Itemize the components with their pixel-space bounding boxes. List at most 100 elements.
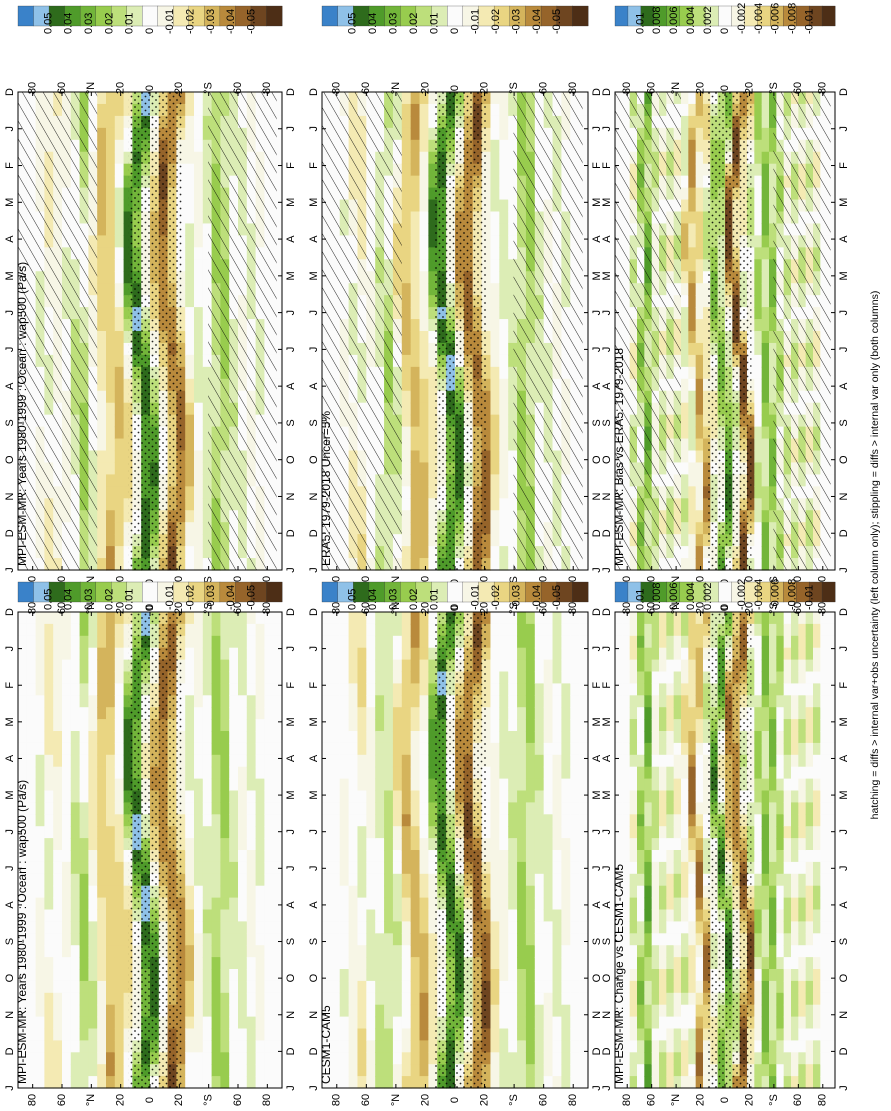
heat-cell	[106, 861, 116, 875]
heat-cell	[508, 271, 518, 284]
heat-cell	[211, 647, 221, 661]
heat-cell	[185, 271, 195, 284]
lat-tick-label: 60	[360, 82, 372, 94]
heat-cell	[428, 307, 438, 320]
heat-cell	[428, 707, 438, 720]
heat-cell	[97, 980, 107, 994]
heat-cell	[35, 885, 45, 899]
heat-cell	[88, 1016, 98, 1030]
heat-cell	[123, 319, 133, 332]
heat-cell	[255, 969, 265, 982]
heat-cell	[194, 414, 204, 428]
heat-cell	[220, 731, 230, 744]
heat-cell	[534, 612, 545, 625]
heat-cell	[273, 850, 283, 863]
heat-cell	[255, 695, 265, 708]
heat-cell	[499, 695, 509, 708]
heat-cell	[410, 271, 421, 284]
heat-cell	[70, 873, 81, 887]
heat-cell	[366, 659, 376, 673]
heat-cell	[18, 826, 28, 839]
heat-cell	[220, 742, 230, 756]
heat-cell	[543, 790, 554, 803]
heat-cell	[419, 402, 429, 416]
heat-cell	[384, 980, 394, 994]
heat-cell	[255, 885, 265, 899]
heat-cell	[185, 199, 195, 213]
heat-cell	[357, 719, 367, 732]
heat-cell	[114, 283, 125, 296]
heat-cell	[357, 957, 367, 970]
heat-cell	[410, 92, 421, 105]
heat-cell	[246, 647, 257, 661]
heat-cell	[322, 921, 332, 934]
heat-cell	[273, 957, 283, 970]
heat-cell	[401, 814, 412, 827]
heat-cell	[53, 850, 63, 863]
month-label: M	[591, 198, 603, 207]
heat-cell	[375, 873, 385, 887]
heat-cell	[410, 151, 421, 165]
heat-cell	[419, 271, 429, 284]
heat-cell	[26, 873, 37, 887]
panel-title: ERA5: 1979-2018 Uncer=5%	[319, 411, 333, 566]
month-label: M	[308, 198, 320, 207]
heat-cell	[62, 1016, 72, 1030]
heat-cell	[106, 199, 116, 213]
heat-cell	[517, 695, 527, 708]
heat-cell	[534, 814, 545, 827]
heat-cell	[114, 92, 125, 105]
heat-cell	[97, 426, 107, 440]
heat-cell	[508, 342, 518, 356]
heat-cell	[88, 921, 98, 934]
heat-cell	[419, 861, 429, 875]
heat-cell	[185, 659, 195, 673]
heat-cell	[419, 199, 429, 213]
heat-cell	[97, 766, 107, 780]
heat-cell	[123, 307, 133, 320]
heat-cell	[401, 139, 412, 153]
heat-cell	[410, 1040, 421, 1053]
heat-cell	[375, 909, 385, 922]
heat-cell	[79, 980, 89, 994]
heat-cell	[79, 1004, 89, 1018]
heat-cell	[255, 659, 265, 673]
heat-cell	[508, 295, 518, 308]
heat-cell	[322, 802, 332, 815]
heat-cell	[508, 623, 518, 637]
heat-cell	[490, 1004, 500, 1018]
heat-cell	[194, 850, 204, 863]
heat-cell	[264, 731, 274, 744]
heat-cell	[211, 885, 221, 899]
month-label: N	[285, 1011, 297, 1019]
heat-cell	[525, 838, 536, 851]
heat-cell	[114, 885, 125, 899]
month-label: S	[308, 419, 320, 426]
heat-cell	[97, 623, 107, 637]
heat-cell	[185, 731, 195, 744]
heat-cell	[419, 766, 429, 780]
heat-cell	[579, 498, 589, 511]
heat-cell	[273, 921, 283, 934]
heat-cell	[508, 969, 518, 982]
heat-cell	[123, 151, 133, 165]
heat-cell	[246, 1004, 257, 1018]
heat-cell	[264, 861, 274, 875]
heat-cell	[543, 1040, 554, 1053]
heat-cell	[255, 719, 265, 732]
heat-cell	[35, 719, 45, 732]
heat-cell	[419, 612, 429, 625]
heat-cell	[35, 802, 45, 815]
heat-cell	[508, 980, 518, 994]
heat-cell	[534, 1028, 545, 1041]
heat-cell	[79, 1076, 89, 1089]
heat-cell	[123, 271, 133, 284]
heat-cell	[194, 778, 204, 792]
heat-cell	[384, 766, 394, 780]
heat-cell	[357, 1076, 367, 1089]
heat-cell	[410, 838, 421, 851]
month-label: D	[308, 529, 320, 537]
heat-cell	[410, 342, 421, 356]
heat-cell	[339, 1028, 350, 1041]
heat-cell	[517, 731, 527, 744]
